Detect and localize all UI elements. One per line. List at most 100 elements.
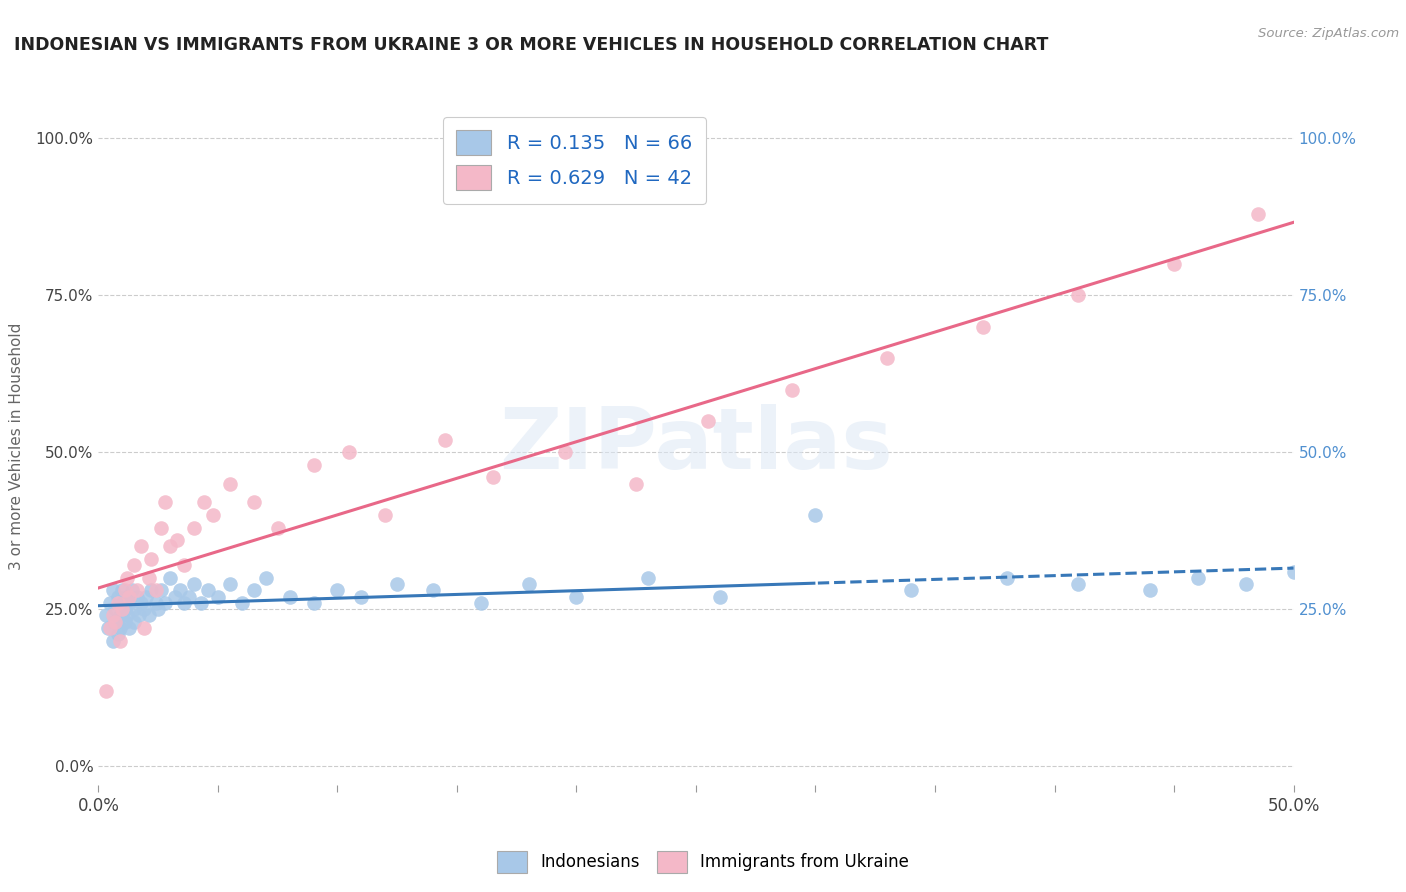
Point <box>114 615 136 629</box>
Point <box>118 590 141 604</box>
Point <box>145 596 167 610</box>
Point <box>169 583 191 598</box>
Point <box>159 571 181 585</box>
Point <box>128 608 150 623</box>
Y-axis label: 3 or more Vehicles in Household: 3 or more Vehicles in Household <box>10 322 24 570</box>
Point <box>243 583 266 598</box>
Point <box>149 520 172 534</box>
Point <box>118 621 141 635</box>
Point <box>900 583 922 598</box>
Point <box>339 445 361 459</box>
Point <box>302 596 325 610</box>
Point <box>108 633 131 648</box>
Point <box>125 590 148 604</box>
Point <box>131 596 153 610</box>
Point <box>124 602 146 616</box>
Point <box>97 621 120 635</box>
Point <box>434 433 457 447</box>
Point <box>219 476 242 491</box>
Point <box>155 596 177 610</box>
Point <box>148 602 170 616</box>
Point <box>709 590 731 604</box>
Point <box>326 583 349 598</box>
Point <box>139 552 162 566</box>
Text: Source: ZipAtlas.com: Source: ZipAtlas.com <box>1258 27 1399 40</box>
Point <box>173 596 195 610</box>
Point <box>183 520 205 534</box>
Point <box>697 414 720 428</box>
Point <box>111 602 134 616</box>
Point <box>111 583 134 598</box>
Point <box>159 540 181 554</box>
Point <box>1234 577 1257 591</box>
Point <box>876 351 898 365</box>
Point <box>131 540 153 554</box>
Point <box>626 476 648 491</box>
Point <box>98 621 122 635</box>
Point <box>517 577 540 591</box>
Point <box>138 608 160 623</box>
Point <box>1067 577 1090 591</box>
Point <box>107 627 129 641</box>
Point <box>804 508 827 522</box>
Point <box>254 571 277 585</box>
Point <box>94 683 117 698</box>
Point <box>94 608 117 623</box>
Point <box>115 608 138 623</box>
Point <box>470 596 492 610</box>
Point <box>108 608 131 623</box>
Point <box>231 596 253 610</box>
Point <box>101 583 124 598</box>
Point <box>302 458 325 472</box>
Point <box>197 583 219 598</box>
Point <box>374 508 396 522</box>
Point <box>135 590 157 604</box>
Point <box>138 571 160 585</box>
Point <box>193 495 215 509</box>
Point <box>101 633 124 648</box>
Point <box>118 596 141 610</box>
Point <box>104 615 127 629</box>
Point <box>385 577 409 591</box>
Point <box>1067 288 1090 302</box>
Point <box>139 583 162 598</box>
Point <box>554 445 576 459</box>
Point <box>350 590 373 604</box>
Point <box>124 615 146 629</box>
Point <box>104 602 127 616</box>
Point <box>219 577 242 591</box>
Point <box>780 383 803 397</box>
Point <box>243 495 266 509</box>
Point <box>179 590 201 604</box>
Point <box>114 583 136 598</box>
Legend: R = 0.135   N = 66, R = 0.629   N = 42: R = 0.135 N = 66, R = 0.629 N = 42 <box>443 117 706 203</box>
Point <box>115 571 138 585</box>
Text: INDONESIAN VS IMMIGRANTS FROM UKRAINE 3 OR MORE VEHICLES IN HOUSEHOLD CORRELATIO: INDONESIAN VS IMMIGRANTS FROM UKRAINE 3 … <box>14 36 1049 54</box>
Point <box>101 608 124 623</box>
Point <box>115 590 138 604</box>
Point <box>972 319 994 334</box>
Point <box>190 596 212 610</box>
Point <box>145 583 167 598</box>
Point <box>1282 565 1305 579</box>
Point <box>121 583 143 598</box>
Point <box>155 495 177 509</box>
Point <box>132 602 155 616</box>
Point <box>114 602 136 616</box>
Point <box>1187 571 1209 585</box>
Point <box>149 583 172 598</box>
Point <box>111 608 134 623</box>
Point <box>111 596 134 610</box>
Point <box>1163 257 1185 271</box>
Text: ZIPatlas: ZIPatlas <box>499 404 893 488</box>
Point <box>163 590 186 604</box>
Point <box>565 590 588 604</box>
Point <box>108 621 131 635</box>
Point <box>132 621 155 635</box>
Point <box>202 508 225 522</box>
Point <box>995 571 1018 585</box>
Legend: Indonesians, Immigrants from Ukraine: Indonesians, Immigrants from Ukraine <box>491 845 915 880</box>
Point <box>107 590 129 604</box>
Point <box>278 590 301 604</box>
Point <box>207 590 229 604</box>
